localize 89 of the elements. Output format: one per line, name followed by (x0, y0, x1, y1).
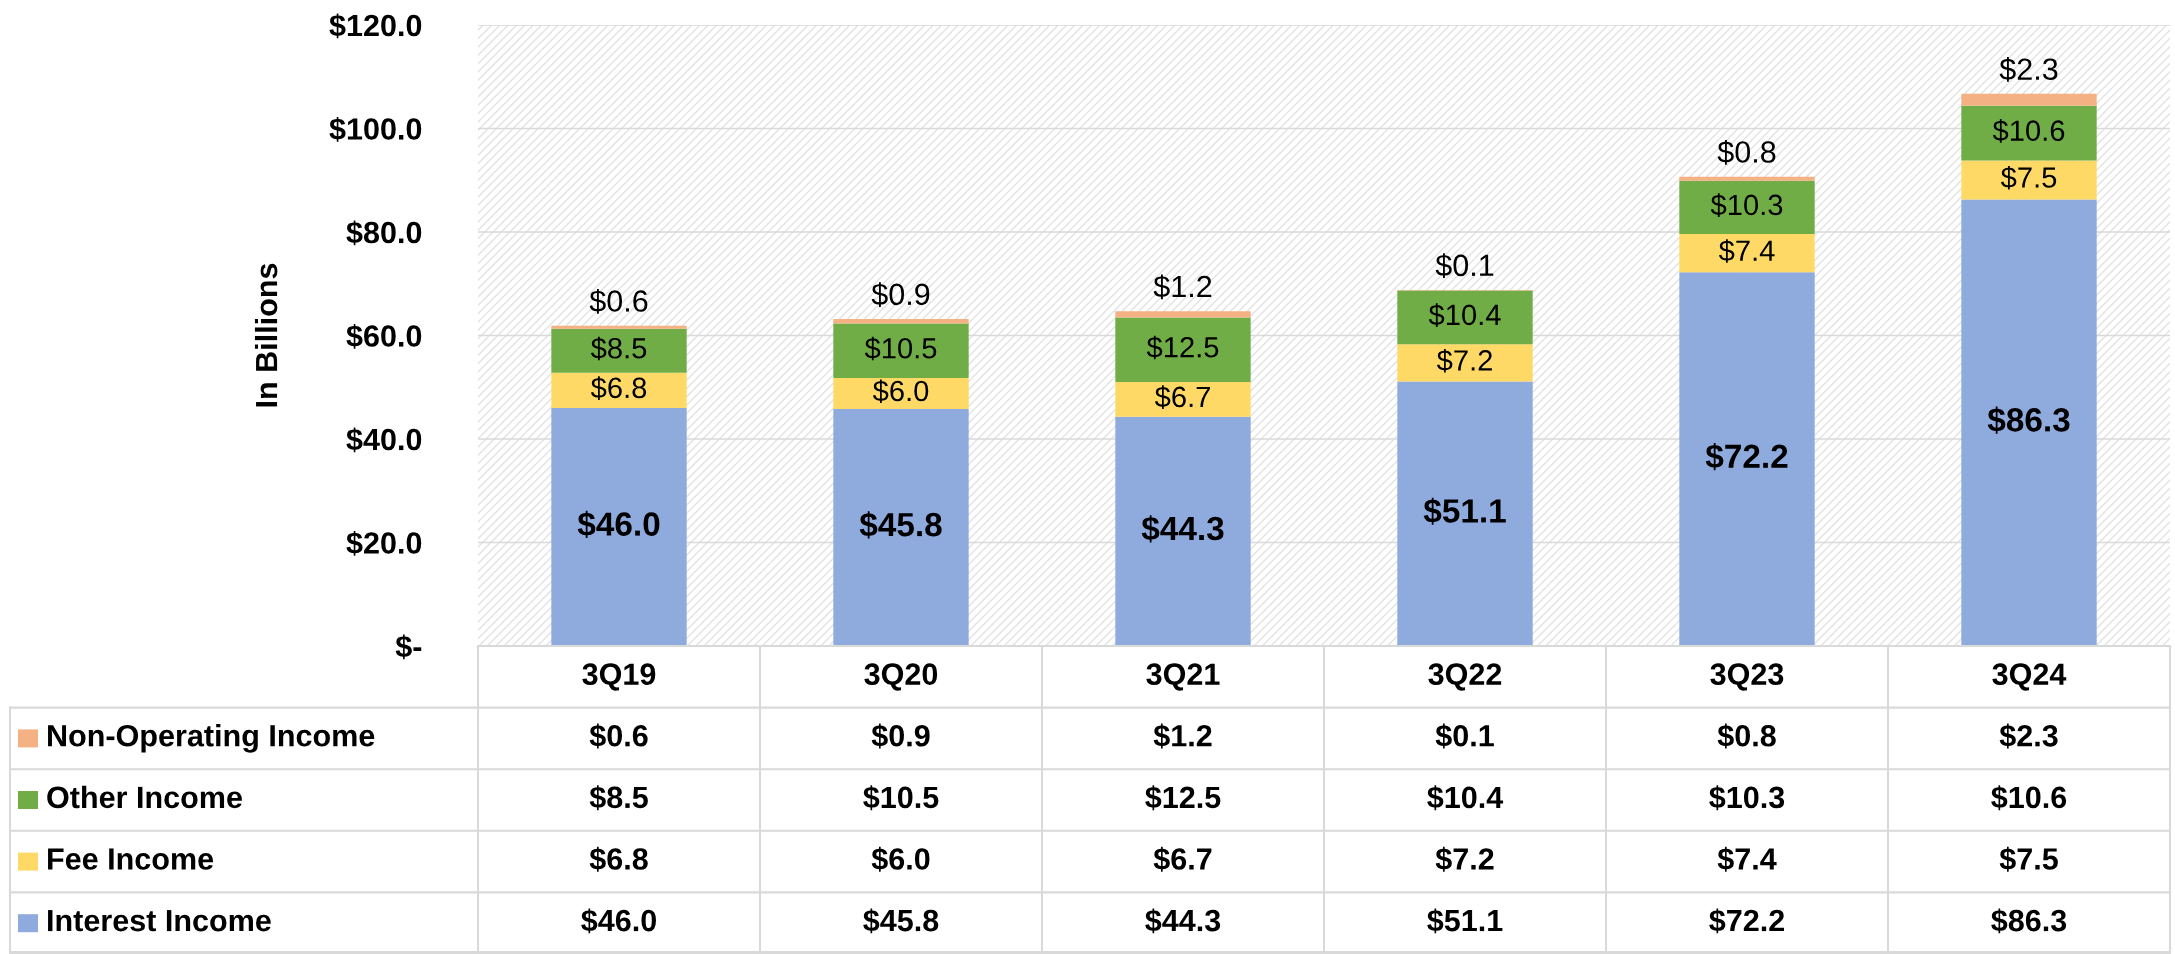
y-tick-label: $- (395, 634, 422, 660)
bar (1397, 344, 1533, 382)
x-tick-label: 3Q23 (1710, 663, 1784, 691)
text: $0.6 (589, 288, 648, 314)
bar (551, 328, 687, 373)
text: $7.2 (1436, 348, 1492, 373)
bar (1115, 317, 1251, 383)
text: $44.3 (1141, 515, 1224, 543)
bar (1115, 382, 1251, 417)
text: $6.8 (590, 376, 647, 400)
bar (1397, 290, 1533, 345)
text: $0.9 (871, 282, 930, 307)
data-label: $2.3 (1999, 723, 2058, 749)
bar (1679, 234, 1815, 273)
bar (1679, 272, 1815, 646)
data-label: $0.9 (871, 723, 930, 749)
data-label: $1.2 (1153, 723, 1212, 749)
y-tick-label: $80.0 (346, 220, 422, 246)
text: $10.3 (1710, 193, 1783, 217)
data-label: $44.3 (1145, 908, 1221, 934)
x-tick-label: 3Q21 (1146, 663, 1220, 691)
y-tick-label: $20.0 (346, 530, 422, 556)
bar (1679, 176, 1815, 181)
data-label: $7.2 (1435, 846, 1494, 872)
bar (1115, 416, 1251, 646)
text: $0.1 (1435, 253, 1494, 278)
text: $8.5 (590, 336, 647, 361)
legend-label: Non-Operating Income (48, 724, 375, 753)
text: $6.0 (872, 379, 929, 404)
data-label: $6.7 (1153, 846, 1212, 872)
legend-label: Other Income (47, 785, 242, 809)
y-tick-label: $100.0 (329, 116, 422, 142)
data-label: $6.8 (589, 846, 648, 872)
text: $12.5 (1146, 335, 1219, 360)
bar (551, 372, 687, 408)
text: $7.5 (2000, 165, 2057, 190)
legend-label: Fee Income (48, 848, 214, 870)
bar (1679, 180, 1815, 235)
text: $10.6 (1992, 119, 2065, 143)
data-label: $6.0 (871, 846, 930, 872)
data-label: $46.0 (581, 908, 656, 934)
text: $10.4 (1428, 303, 1501, 327)
text: $72.2 (1705, 443, 1788, 471)
bar (833, 318, 969, 324)
data-label: $8.5 (589, 785, 648, 811)
bar (1961, 105, 2097, 161)
data-label: $10.5 (863, 785, 939, 811)
y-tick-label: $120.0 (329, 13, 422, 39)
bar (1961, 93, 2097, 106)
bar (1961, 160, 2097, 200)
data-label: $72.2 (1709, 908, 1785, 934)
data-label: $0.6 (589, 723, 648, 749)
data-label: $86.3 (1991, 908, 2067, 934)
bar (1961, 199, 2097, 646)
x-tick-label: 3Q22 (1428, 663, 1502, 691)
text: $10.5 (864, 336, 937, 361)
data-label: $7.4 (1717, 846, 1777, 872)
x-tick-label: 3Q24 (1992, 663, 2067, 691)
bar (1115, 311, 1251, 318)
text: $6.7 (1154, 385, 1210, 409)
bar (1397, 381, 1533, 646)
text: $7.4 (1718, 239, 1775, 263)
data-label: $10.6 (1991, 785, 2067, 811)
y-tick-label: $60.0 (346, 323, 422, 349)
text: $2.3 (1999, 57, 2058, 82)
bar (833, 377, 969, 409)
data-label: $12.5 (1145, 785, 1221, 811)
text: $0.8 (1717, 139, 1776, 165)
legend-label: Interest Income (48, 910, 271, 932)
text: $86.3 (1987, 406, 2070, 434)
text: $46.0 (577, 510, 660, 539)
data-label: $45.8 (863, 908, 939, 934)
y-axis-title: In Billions (254, 263, 278, 407)
x-tick-label: 3Q19 (582, 663, 656, 691)
data-label: $0.1 (1435, 723, 1494, 749)
text: $45.8 (859, 511, 942, 539)
data-label: $7.5 (1999, 846, 2058, 872)
y-tick-label: $40.0 (346, 427, 422, 453)
text: $1.2 (1153, 274, 1212, 300)
bar (551, 325, 687, 329)
data-label: $0.8 (1717, 723, 1776, 749)
x-tick-label: 3Q20 (864, 663, 938, 691)
text: $51.1 (1423, 497, 1506, 525)
bar (833, 408, 969, 646)
data-label: $51.1 (1427, 908, 1503, 934)
data-label: $10.3 (1709, 785, 1785, 811)
bar (551, 407, 687, 646)
data-label: $10.4 (1427, 785, 1504, 811)
bar (833, 323, 969, 378)
